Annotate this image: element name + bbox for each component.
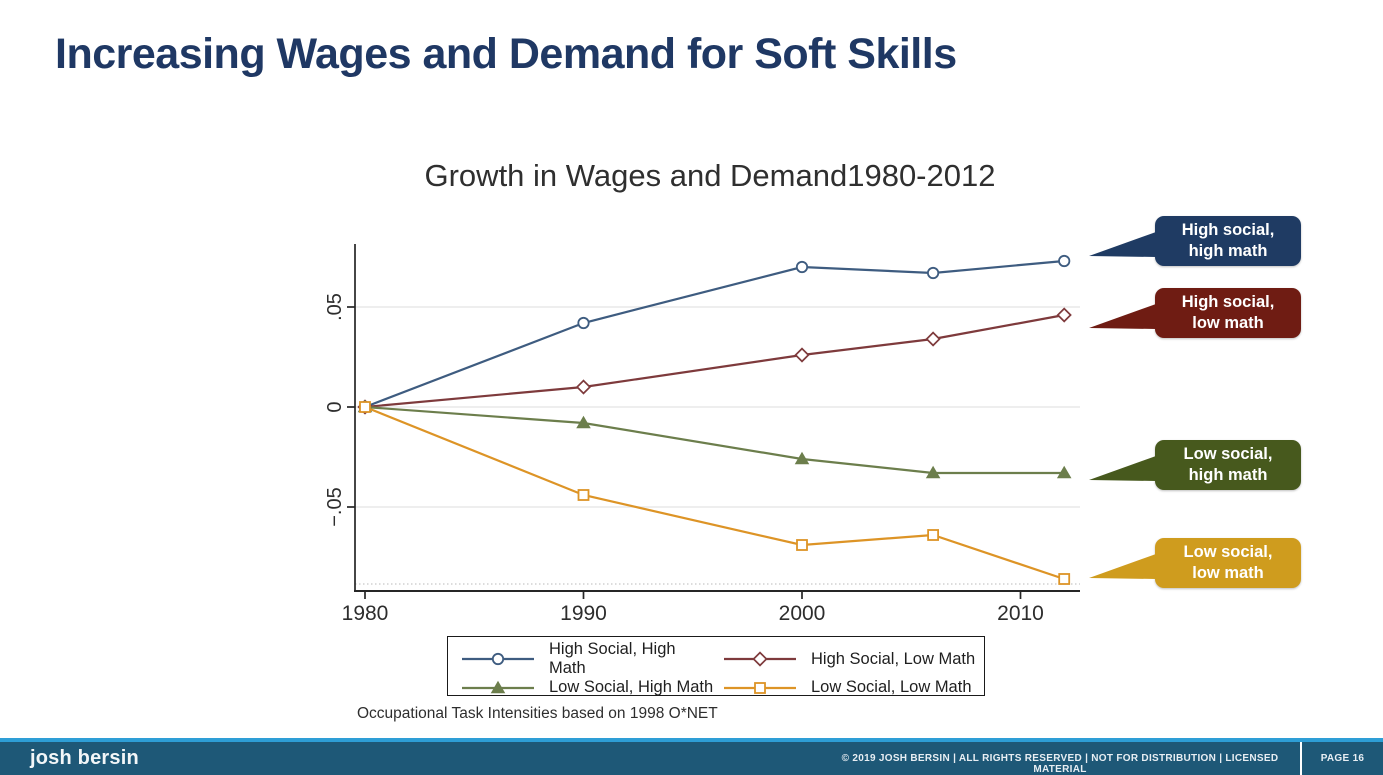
callout-text-line2: high math	[1188, 466, 1268, 484]
legend-item: High Social, High Math	[454, 640, 716, 678]
chart-title: Growth in Wages and Demand1980-2012	[424, 158, 996, 193]
legend-line-sample-icon	[462, 680, 534, 693]
legend-line-sample-icon	[724, 651, 796, 667]
callout-text-line2: low math	[1192, 564, 1264, 582]
legend-line-sample-icon	[724, 681, 796, 694]
legend-item: High Social, Low Math	[716, 650, 978, 669]
chart-source-note: Occupational Task Intensities based on 1…	[357, 705, 718, 722]
callout-text-line2: low math	[1192, 314, 1264, 332]
legend-item: Low Social, Low Math	[716, 678, 978, 697]
legend-item: Low Social, High Math	[454, 678, 716, 697]
svg-text:2000: 2000	[779, 602, 826, 625]
svg-text:−.05: −.05	[324, 487, 346, 526]
slide-title: Increasing Wages and Demand for Soft Ski…	[55, 30, 957, 78]
callout-high-social-high-math: High social, high math	[1089, 216, 1301, 266]
callout-text-line1: High social,	[1181, 221, 1275, 239]
legend-label: Low Social, Low Math	[811, 678, 972, 696]
callout-text-line2: high math	[1188, 242, 1268, 260]
brand-logo: josh bersin	[30, 747, 139, 769]
legend-label: High Social, Low Math	[811, 649, 976, 668]
page-number: PAGE 16	[1320, 753, 1365, 764]
callout-high-social-low-math: High social, low math	[1089, 288, 1301, 338]
callout-text-line1: High social,	[1181, 293, 1275, 311]
svg-text:0: 0	[324, 401, 346, 412]
svg-text:2010: 2010	[997, 602, 1044, 625]
callout-low-social-low-math: Low social, low math	[1089, 538, 1301, 588]
legend-line-sample-icon	[462, 652, 534, 666]
footer-divider	[1300, 742, 1302, 775]
svg-text:1980: 1980	[342, 602, 389, 625]
line-chart: .05 0 −.05 1980 1990 2000 2010	[324, 244, 1080, 625]
svg-text:.05: .05	[324, 293, 346, 321]
svg-text:1990: 1990	[560, 602, 607, 625]
chart-legend: High Social, High Math High Social, Low …	[447, 636, 985, 696]
callout-low-social-high-math: Low social, high math	[1089, 440, 1301, 490]
legend-label: High Social, High Math	[549, 640, 676, 677]
legend-label: Low Social, High Math	[549, 678, 714, 696]
callout-text-line1: Low social,	[1183, 445, 1273, 463]
callout-text-line1: Low social,	[1183, 543, 1273, 561]
footer-bar: josh bersin © 2019 JOSH BERSIN | ALL RIG…	[0, 738, 1383, 775]
footer-copyright: © 2019 JOSH BERSIN | ALL RIGHTS RESERVED…	[841, 753, 1279, 775]
